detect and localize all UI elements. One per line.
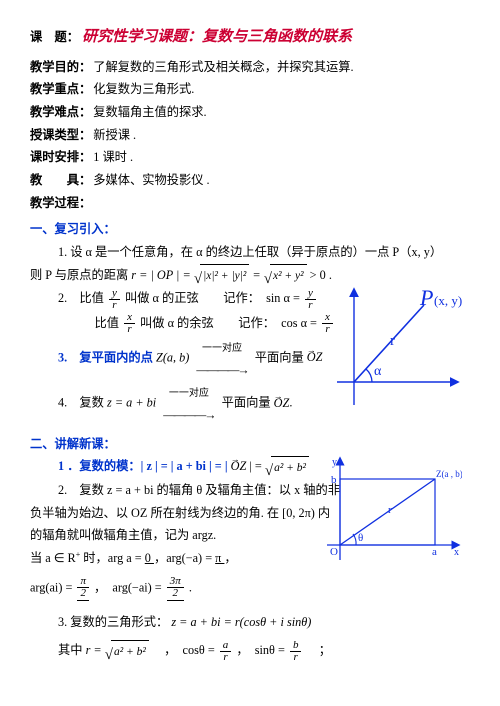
bij-label-2: 一一对应	[169, 388, 209, 399]
s2-p3-pre: 当 a ∈ R	[30, 551, 76, 565]
s2-p6-mid2: ， sinθ =	[236, 643, 288, 657]
bij-label-1: 一一对应	[202, 343, 242, 354]
teaching-process: 教学过程：	[30, 192, 470, 215]
s1-p1b-r: r = | OP | =	[131, 268, 190, 282]
underline-0: 0	[145, 551, 154, 565]
s1-p2a-mid: 叫做 α 的正弦 记作： sin α =	[125, 291, 300, 305]
teaching-goal: 教学目的：了解复数的三角形式及相关概念，并探究其运算.	[30, 56, 470, 79]
s2-p5-pre: 3. 复数的三角形式：	[58, 615, 168, 629]
vector-oz-3: →OZ	[231, 459, 247, 473]
subject-value: 研究性学习课题：复数与三角函数的联系	[82, 29, 352, 45]
s1-p4: 4. 复数 z = a + bi 一一对应 ————→ 平面向量 →OZ.	[30, 381, 470, 426]
s1-p3-pre: 3. 复平面内的点	[58, 350, 156, 364]
s1-p3: 3. 复平面内的点 Z(a, b) 一一对应 ————→ 平面向量 →OZ	[30, 336, 470, 381]
s1-p3-z: Z(a, b)	[156, 350, 189, 364]
section-2-title: 二、讲解新课：	[30, 433, 470, 456]
time-value: 1 课时 .	[93, 150, 133, 164]
frac-3pi2: 3π2	[167, 576, 184, 601]
s1-p4-z: z = a + bi	[107, 396, 156, 410]
s1-p4-pre: 4. 复数	[58, 396, 107, 410]
tool-value: 多媒体、实物投影仪 .	[93, 173, 209, 187]
goal-value: 了解复数的三角形式及相关概念，并探究其运算.	[93, 60, 353, 74]
section-1-title: 一、复习引入：	[30, 218, 470, 241]
sqrt2-rad: x² + y²	[270, 264, 307, 287]
teaching-focus: 教学重点：化复数为三角形式.	[30, 78, 470, 101]
frac-yr-1: yr	[109, 288, 120, 312]
frac-xr-2: xr	[322, 312, 333, 336]
sqrt4-rad: a² + b²	[111, 640, 149, 663]
type-value: 新授课 .	[93, 128, 136, 142]
s1-p3-b: 平面向量	[255, 350, 307, 364]
type-label: 授课类型：	[30, 128, 91, 142]
s2-p6-end: ；	[307, 643, 332, 657]
s2-p3: 当 a ∈ R+ 时，arg a = 0 ，arg(−a) = π ，	[30, 547, 470, 570]
s2-p4-mid: ， arg(−ai) =	[94, 580, 165, 594]
frac-xr-1: xr	[124, 312, 135, 336]
vector-oz-2: →OZ	[274, 396, 290, 410]
s2-p3-mid2: ，arg(−a) =	[154, 551, 215, 565]
s2-p3-end: ，	[224, 551, 236, 565]
lesson-time: 课时安排：1 课时 .	[30, 146, 470, 169]
s2-p3-mid1: 时，arg a =	[80, 551, 145, 565]
s1-p4-b: 平面向量	[222, 396, 274, 410]
s1-p1a: 1. 设 α 是一个任意角，在 α 的终边上任取（异于原点的）一点 P（x, y…	[30, 241, 470, 264]
focus-value: 化复数为三角形式.	[93, 82, 194, 96]
sqrt1-rad: |x|² + |y|²	[200, 264, 249, 287]
s2-p6-mid1: ， cosθ =	[152, 643, 218, 657]
tool-label: 教 具：	[30, 173, 91, 187]
s1-p2a: 2. 比值 yr 叫做 α 的正弦 记作： sin α = yr	[30, 287, 470, 311]
teaching-difficulty: 教学难点：复数辐角主值的探求.	[30, 101, 470, 124]
s2-p5-eq: z = a + bi = r(cosθ + i sinθ)	[171, 615, 311, 629]
lesson-type: 授课类型：新授课 .	[30, 124, 470, 147]
s1-p2b-pre: 比值	[70, 316, 119, 330]
s2-p1: 1 ．复数的模：| z | = | a + bi | = | →OZ | = a…	[30, 455, 470, 479]
goal-label: 教学目的：	[30, 60, 91, 74]
s1-p2a-pre: 2. 比值	[58, 291, 104, 305]
frac-br: br	[290, 640, 302, 664]
s2-block-with-fig2: O a b r θ Z(a , b) x y 1 ．复数的模：| z | = |…	[30, 455, 470, 547]
svg-text:θ: θ	[358, 532, 363, 544]
s2-p1-pre: 1 ．复数的模：| z | = | a + bi | = |	[58, 459, 231, 473]
frac-ar: ar	[220, 640, 232, 664]
s2-p5: 3. 复数的三角形式： z = a + bi = r(cosθ + i sinθ…	[30, 611, 470, 634]
frac-pi2: π2	[77, 576, 89, 601]
s2-p4: arg(ai) = π2 ， arg(−ai) = 3π2 .	[30, 576, 470, 601]
sqrt-4: a² + b²	[105, 640, 149, 663]
s2-p4-pre: arg(ai) =	[30, 580, 75, 594]
s1-p1b-end: > 0 .	[310, 268, 332, 282]
s1-p1b: 则 P 与原点的距离 r = | OP | = |x|² + |y|² = x²…	[30, 264, 470, 288]
s2-p6-pre: 其中	[58, 643, 86, 657]
lesson-title: 课 题： 研究性学习课题：复数与三角函数的联系	[30, 24, 470, 52]
sqrt3-rad: a² + b²	[271, 456, 309, 479]
frac-yr-2: yr	[305, 288, 316, 312]
s2-p6-r: r =	[86, 643, 105, 657]
diff-value: 复数辐角主值的探求.	[93, 105, 206, 119]
s1-p2b: 比值 xr 叫做 α 的余弦 记作： cos α = xr	[30, 312, 470, 336]
svg-text:r: r	[388, 504, 392, 516]
subject-label: 课 题：	[30, 30, 79, 44]
proc-label: 教学过程：	[30, 196, 91, 210]
s1-p1b-text: 则 P 与原点的距离	[30, 268, 131, 282]
s2-p1-mid: | =	[249, 459, 265, 473]
s1-p2b-mid: 叫做 α 的余弦 记作： cos α =	[140, 316, 317, 330]
eq1: =	[252, 268, 263, 282]
diff-label: 教学难点：	[30, 105, 91, 119]
s2-p6: 其中 r = a² + b² ， cosθ = ar ， sinθ = br ；	[30, 639, 470, 663]
teaching-tools: 教 具：多媒体、实物投影仪 .	[30, 169, 470, 192]
sqrt-1: |x|² + |y|²	[194, 264, 250, 287]
time-label: 课时安排：	[30, 150, 91, 164]
sqrt-3: a² + b²	[265, 456, 309, 479]
s1-block-with-fig1: P (x, y) r α 2. 比值 yr 叫做 α 的正弦 记作： sin α…	[30, 287, 470, 426]
focus-label: 教学重点：	[30, 82, 91, 96]
sqrt-2: x² + y²	[264, 264, 307, 287]
vector-oz-1: →OZ	[307, 350, 323, 364]
